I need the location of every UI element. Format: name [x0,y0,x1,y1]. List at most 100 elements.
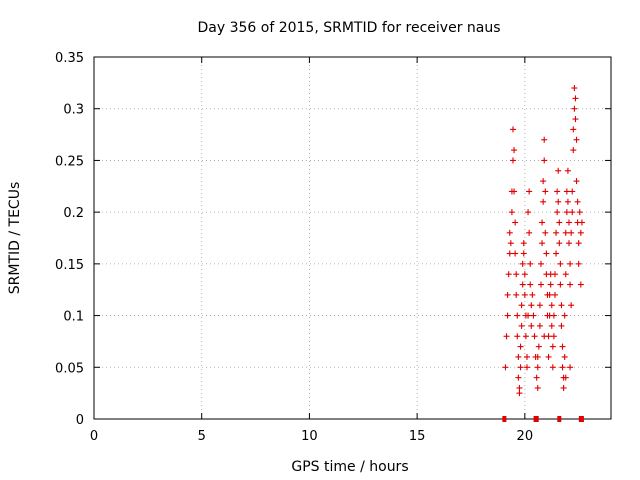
data-point [567,364,574,371]
data-point [537,281,544,288]
data-point [539,219,546,226]
data-point [547,281,554,288]
data-point [569,188,576,195]
data-point [531,333,538,340]
data-point [556,240,563,247]
data-point [534,353,541,360]
data-point [512,219,519,226]
data-point [550,312,557,319]
x-tick-label: 5 [198,429,206,444]
data-point [541,333,548,340]
data-point [572,116,579,123]
data-point [570,147,577,154]
data-point [555,198,562,205]
data-point [543,250,550,257]
data-point [504,291,511,298]
data-point [536,322,543,329]
data-point [517,343,524,350]
data-point [520,250,527,257]
data-point [565,219,572,226]
data-point [563,188,570,195]
data-point [553,250,560,257]
data-point [525,209,532,216]
data-point [561,353,568,360]
x-tick-label: 0 [90,429,98,444]
data-point [518,302,525,309]
data-point [518,322,525,329]
data-point [548,322,555,329]
data-point [509,157,516,164]
data-point [521,271,528,278]
data-point [567,281,574,288]
data-point [549,343,556,350]
data-point [560,384,567,391]
data-point [503,333,510,340]
data-point [517,364,524,371]
data-point [558,302,565,309]
data-point [512,250,519,257]
data-point [558,322,565,329]
data-point [511,188,518,195]
y-tick-label: 0.3 [63,103,84,118]
data-point [511,147,518,154]
data-point [556,219,563,226]
y-tick-label: 0.15 [55,258,84,273]
data-point [567,260,574,267]
data-point [514,333,521,340]
data-point [564,167,571,174]
data-point [549,364,556,371]
zero-data-point [534,416,539,422]
plot-frame [93,56,612,420]
data-point [578,219,585,226]
data-point [551,291,558,298]
data-point [555,167,562,174]
data-point [534,364,541,371]
data-point [527,281,534,288]
data-point [568,229,575,236]
data-point [545,353,552,360]
data-point [516,384,523,391]
data-point [562,271,569,278]
data-point [553,229,560,236]
data-point [514,312,521,319]
y-tick-label: 0.1 [63,310,84,325]
data-point [506,250,513,257]
zero-data-point [502,416,507,422]
data-point [571,85,578,92]
data-point [568,302,575,309]
data-point [551,271,558,278]
data-point [542,229,549,236]
data-point [504,312,511,319]
data-point [520,240,527,247]
y-axis-label: SRMTID / TECUs [7,182,23,295]
data-point [513,291,520,298]
data-point [554,188,561,195]
data-point [513,271,520,278]
data-point [522,333,529,340]
data-point [534,384,541,391]
data-point [516,390,523,397]
data-point [519,260,526,267]
data-point [519,281,526,288]
data-point [542,188,549,195]
data-point [515,353,522,360]
data-point [541,157,548,164]
data-point [548,302,555,309]
data-points [502,85,585,422]
data-point [505,271,512,278]
data-point [533,374,540,381]
data-point [559,364,566,371]
zero-data-point [579,416,584,422]
data-point [529,291,536,298]
y-tick-label: 0.35 [55,51,84,66]
data-point [561,312,568,319]
x-axis-label: GPS time / hours [291,459,408,475]
data-point [527,260,534,267]
data-point [563,209,570,216]
data-point [523,353,530,360]
data-point [537,260,544,267]
data-point [526,229,533,236]
data-point [571,105,578,112]
data-point [557,260,564,267]
data-point [540,198,547,205]
